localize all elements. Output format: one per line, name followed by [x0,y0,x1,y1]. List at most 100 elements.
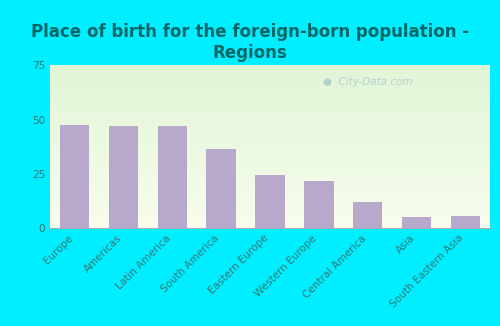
Bar [50,88,490,89]
Bar [50,112,490,113]
Bar [50,121,490,122]
Bar [50,137,490,138]
Bar [50,194,490,195]
Bar [50,117,490,118]
Bar [50,217,490,218]
Bar [50,101,490,102]
Bar [50,196,490,197]
Bar [50,110,490,111]
Bar [50,181,490,182]
Bar [304,182,334,228]
Bar [50,197,490,198]
Bar [50,148,490,149]
Bar [50,92,490,93]
Bar [50,200,490,201]
Bar [206,149,236,228]
Bar [50,98,490,99]
Bar [50,125,490,126]
Bar [50,69,490,70]
Bar [50,190,490,191]
Bar [50,67,490,68]
Bar [50,147,490,148]
Bar [50,207,490,208]
Bar [451,216,480,228]
Bar [50,144,490,145]
Bar [50,128,490,129]
Bar [50,158,490,159]
Bar [50,163,490,164]
Bar [50,118,490,119]
Bar [50,95,490,96]
Bar [50,222,490,223]
Bar [50,74,490,75]
Bar [50,162,490,163]
Bar [50,104,490,105]
Bar [50,175,490,176]
Bar [50,86,490,87]
Bar [50,97,490,98]
Bar [50,100,490,101]
Bar [50,180,490,181]
Bar [50,227,490,228]
Bar [50,95,490,96]
Bar [50,184,490,185]
Bar [50,132,490,133]
Bar [50,72,490,73]
Bar [50,114,490,115]
Text: Place of birth for the foreign-born population -
Regions: Place of birth for the foreign-born popu… [31,23,469,62]
Bar [50,89,490,90]
Bar [50,179,490,180]
Bar [50,203,490,204]
Bar [50,94,490,95]
Bar [50,145,490,146]
Bar [50,157,490,158]
Bar [50,186,490,187]
Bar [50,214,490,215]
Bar [50,78,490,79]
Bar [50,216,490,217]
Bar [50,83,490,84]
Bar [50,123,490,124]
Bar [50,170,490,171]
Bar [50,201,490,202]
Bar [50,161,490,162]
Bar [50,65,490,66]
Bar [50,109,490,110]
Bar [256,175,284,228]
Bar [50,103,490,104]
Bar [50,224,490,225]
Bar [50,174,490,175]
Bar [50,102,490,103]
Bar [50,85,490,86]
Bar [50,187,490,188]
Bar [50,199,490,200]
Bar [50,146,490,147]
Bar [50,70,490,71]
Bar [60,125,89,228]
Bar [50,155,490,156]
Bar [50,126,490,127]
Bar [50,226,490,227]
Text: ●  City-Data.com: ● City-Data.com [323,77,412,87]
Bar [402,217,432,228]
Bar [50,202,490,203]
Bar [50,87,490,88]
Bar [158,126,187,228]
Bar [50,76,490,77]
Bar [50,130,490,131]
Bar [50,191,490,192]
Bar [50,160,490,161]
Bar [50,134,490,135]
Bar [50,223,490,224]
Bar [50,167,490,168]
Bar [50,68,490,69]
Bar [50,166,490,167]
Bar [353,202,382,228]
Bar [50,195,490,196]
Bar [50,73,490,74]
Bar [50,71,490,72]
Bar [50,225,490,226]
Bar [50,220,490,221]
Bar [50,106,490,107]
Bar [50,151,490,152]
